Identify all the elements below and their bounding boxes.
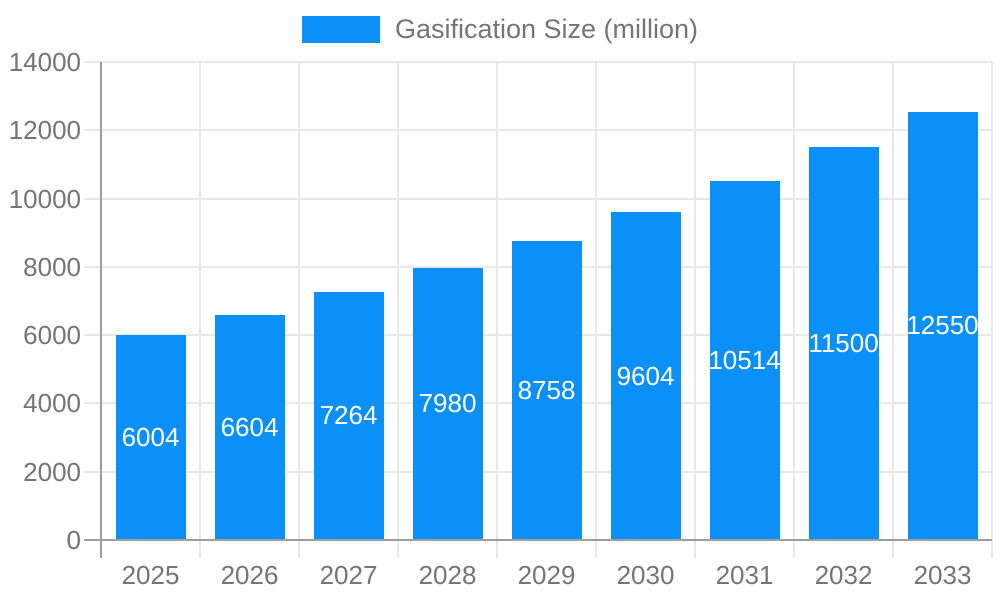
bar[interactable]: 8758: [511, 240, 582, 540]
plot-area: 0 2000 4000 6000 8000 10000 12000 14000 6004 2025…: [9, 47, 993, 590]
gridline-vertical: [496, 62, 498, 558]
gridline-horizontal: [84, 197, 992, 200]
gridline-vertical: [892, 62, 894, 558]
bar[interactable]: 11500: [808, 147, 879, 540]
gridline-vertical: [991, 62, 993, 558]
bar-value-label: 9604: [616, 360, 675, 391]
x-tick-label: 2032: [814, 560, 873, 590]
bar[interactable]: 9604: [610, 212, 681, 540]
x-tick-label: 2025: [121, 560, 180, 590]
y-axis-line: [100, 62, 102, 558]
x-tick-label: 2029: [517, 560, 576, 590]
x-tick-label: 2028: [418, 560, 477, 590]
gridline-vertical: [199, 62, 201, 558]
y-tick-label: 10000: [8, 183, 81, 214]
x-tick-label: 2027: [319, 560, 378, 590]
y-tick-label: 2000: [23, 456, 81, 487]
bar-value-label: 12550: [906, 310, 979, 341]
gridline-vertical: [793, 62, 795, 558]
bar-value-label: 7980: [418, 388, 477, 419]
gridline-vertical: [595, 62, 597, 558]
y-tick-label: 0: [66, 525, 81, 555]
y-tick-label: 6000: [23, 320, 81, 351]
gridline-horizontal: [84, 129, 992, 132]
bar[interactable]: 12550: [906, 111, 979, 540]
gridline-vertical: [298, 62, 300, 558]
bar-value-label: 7264: [319, 400, 378, 431]
bar-value-label: 11500: [808, 328, 879, 359]
x-tick-label: 2033: [913, 560, 972, 590]
gridline-vertical: [397, 62, 399, 558]
x-tick-label: 2026: [220, 560, 279, 590]
gridline-vertical: [694, 62, 696, 558]
x-axis-line: [84, 539, 992, 541]
legend-label: Gasification Size (million): [394, 13, 699, 44]
legend-swatch-icon: [301, 15, 380, 43]
bar[interactable]: 6004: [115, 335, 186, 540]
y-tick-label: 12000: [8, 115, 81, 146]
bar[interactable]: 10514: [708, 181, 781, 540]
bar-value-label: 6604: [220, 411, 279, 442]
x-tick-label: 2030: [616, 560, 675, 590]
bar-value-label: 6004: [121, 421, 180, 452]
bar[interactable]: 6604: [214, 314, 285, 540]
gridline-horizontal: [84, 61, 992, 63]
y-tick-label: 8000: [23, 251, 81, 282]
legend-item[interactable]: Gasification Size (million): [0, 12, 1000, 46]
bar[interactable]: 7264: [313, 291, 384, 540]
x-tick-label: 2031: [715, 560, 774, 590]
y-tick-label: 4000: [23, 388, 81, 419]
bar[interactable]: 7980: [412, 267, 483, 540]
bar-value-label: 10514: [708, 345, 781, 375]
y-tick-label: 14000: [8, 47, 81, 77]
bar-value-label: 8758: [517, 374, 576, 405]
